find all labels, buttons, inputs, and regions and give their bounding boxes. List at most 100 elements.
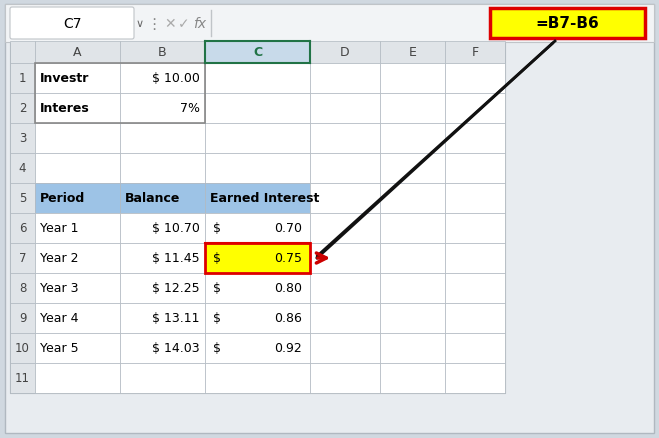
Bar: [10, 184, 35, 213]
Bar: [205, 303, 310, 333]
Text: $ 11.45: $ 11.45: [152, 252, 200, 265]
Text: 1: 1: [18, 72, 26, 85]
Bar: [445, 213, 505, 244]
Text: $: $: [213, 282, 221, 295]
Text: ⋮: ⋮: [146, 17, 161, 32]
Bar: [445, 64, 505, 94]
Bar: [445, 273, 505, 303]
Text: 5: 5: [19, 192, 26, 205]
Bar: [445, 333, 505, 363]
Text: 8: 8: [19, 282, 26, 295]
Bar: [310, 154, 380, 184]
Text: $ 13.11: $ 13.11: [152, 312, 200, 325]
Bar: [35, 244, 120, 273]
Bar: [380, 42, 445, 64]
Bar: [10, 124, 35, 154]
Bar: [445, 363, 505, 393]
Bar: [310, 64, 380, 94]
Bar: [10, 244, 35, 273]
Text: Year 2: Year 2: [40, 252, 78, 265]
Bar: [310, 213, 380, 244]
Text: 10: 10: [15, 342, 30, 355]
Bar: [380, 244, 445, 273]
Bar: [205, 244, 310, 273]
Bar: [445, 124, 505, 154]
Bar: [310, 363, 380, 393]
Bar: [310, 273, 380, 303]
Bar: [205, 273, 310, 303]
Text: 0.86: 0.86: [274, 312, 302, 325]
Bar: [445, 184, 505, 213]
Text: Year 1: Year 1: [40, 222, 78, 235]
Text: C7: C7: [63, 17, 81, 31]
Bar: [380, 333, 445, 363]
Text: D: D: [340, 46, 350, 60]
Bar: [380, 303, 445, 333]
Bar: [445, 154, 505, 184]
Bar: [10, 94, 35, 124]
Text: 0.92: 0.92: [274, 342, 302, 355]
Text: 4: 4: [18, 162, 26, 175]
Text: Balance: Balance: [125, 192, 181, 205]
Bar: [205, 184, 310, 213]
Bar: [310, 42, 380, 64]
Text: $ 14.03: $ 14.03: [152, 342, 200, 355]
Bar: [205, 333, 310, 363]
Text: Year 3: Year 3: [40, 282, 78, 295]
FancyBboxPatch shape: [10, 8, 134, 40]
Bar: [120, 303, 205, 333]
Bar: [120, 184, 205, 213]
Bar: [120, 363, 205, 393]
Text: ∨: ∨: [136, 19, 144, 29]
Bar: [35, 273, 120, 303]
Bar: [10, 303, 35, 333]
Bar: [10, 363, 35, 393]
Text: ✕: ✕: [164, 17, 176, 31]
Bar: [380, 273, 445, 303]
Bar: [380, 363, 445, 393]
Text: $: $: [213, 342, 221, 355]
Text: 0.70: 0.70: [274, 222, 302, 235]
Bar: [380, 94, 445, 124]
Bar: [35, 213, 120, 244]
Bar: [205, 64, 310, 94]
Bar: [120, 94, 205, 124]
Text: Earned Interest: Earned Interest: [210, 192, 320, 205]
Bar: [120, 64, 205, 94]
Bar: [35, 94, 120, 124]
Bar: [120, 273, 205, 303]
Bar: [205, 124, 310, 154]
Bar: [35, 363, 120, 393]
Bar: [205, 42, 310, 64]
Bar: [120, 124, 205, 154]
Text: 0.80: 0.80: [274, 282, 302, 295]
Bar: [10, 213, 35, 244]
Bar: [445, 42, 505, 64]
Bar: [380, 184, 445, 213]
Text: ✓: ✓: [178, 17, 190, 31]
Bar: [10, 154, 35, 184]
Text: $: $: [213, 252, 221, 265]
Text: $: $: [213, 222, 221, 235]
Text: C: C: [253, 46, 262, 60]
Text: =B7-B6: =B7-B6: [536, 17, 600, 32]
Bar: [310, 303, 380, 333]
Text: 7: 7: [18, 252, 26, 265]
Text: 9: 9: [18, 312, 26, 325]
Bar: [35, 64, 205, 124]
Text: Interes: Interes: [40, 102, 90, 115]
Text: 2: 2: [18, 102, 26, 115]
Bar: [10, 333, 35, 363]
Bar: [205, 94, 310, 124]
Bar: [120, 213, 205, 244]
Bar: [380, 154, 445, 184]
Bar: [35, 184, 120, 213]
Bar: [10, 42, 505, 393]
Bar: [120, 333, 205, 363]
Text: $ 10.70: $ 10.70: [152, 222, 200, 235]
Text: B: B: [158, 46, 167, 60]
Bar: [35, 154, 120, 184]
Text: $ 12.25: $ 12.25: [152, 282, 200, 295]
Bar: [310, 124, 380, 154]
Bar: [205, 213, 310, 244]
